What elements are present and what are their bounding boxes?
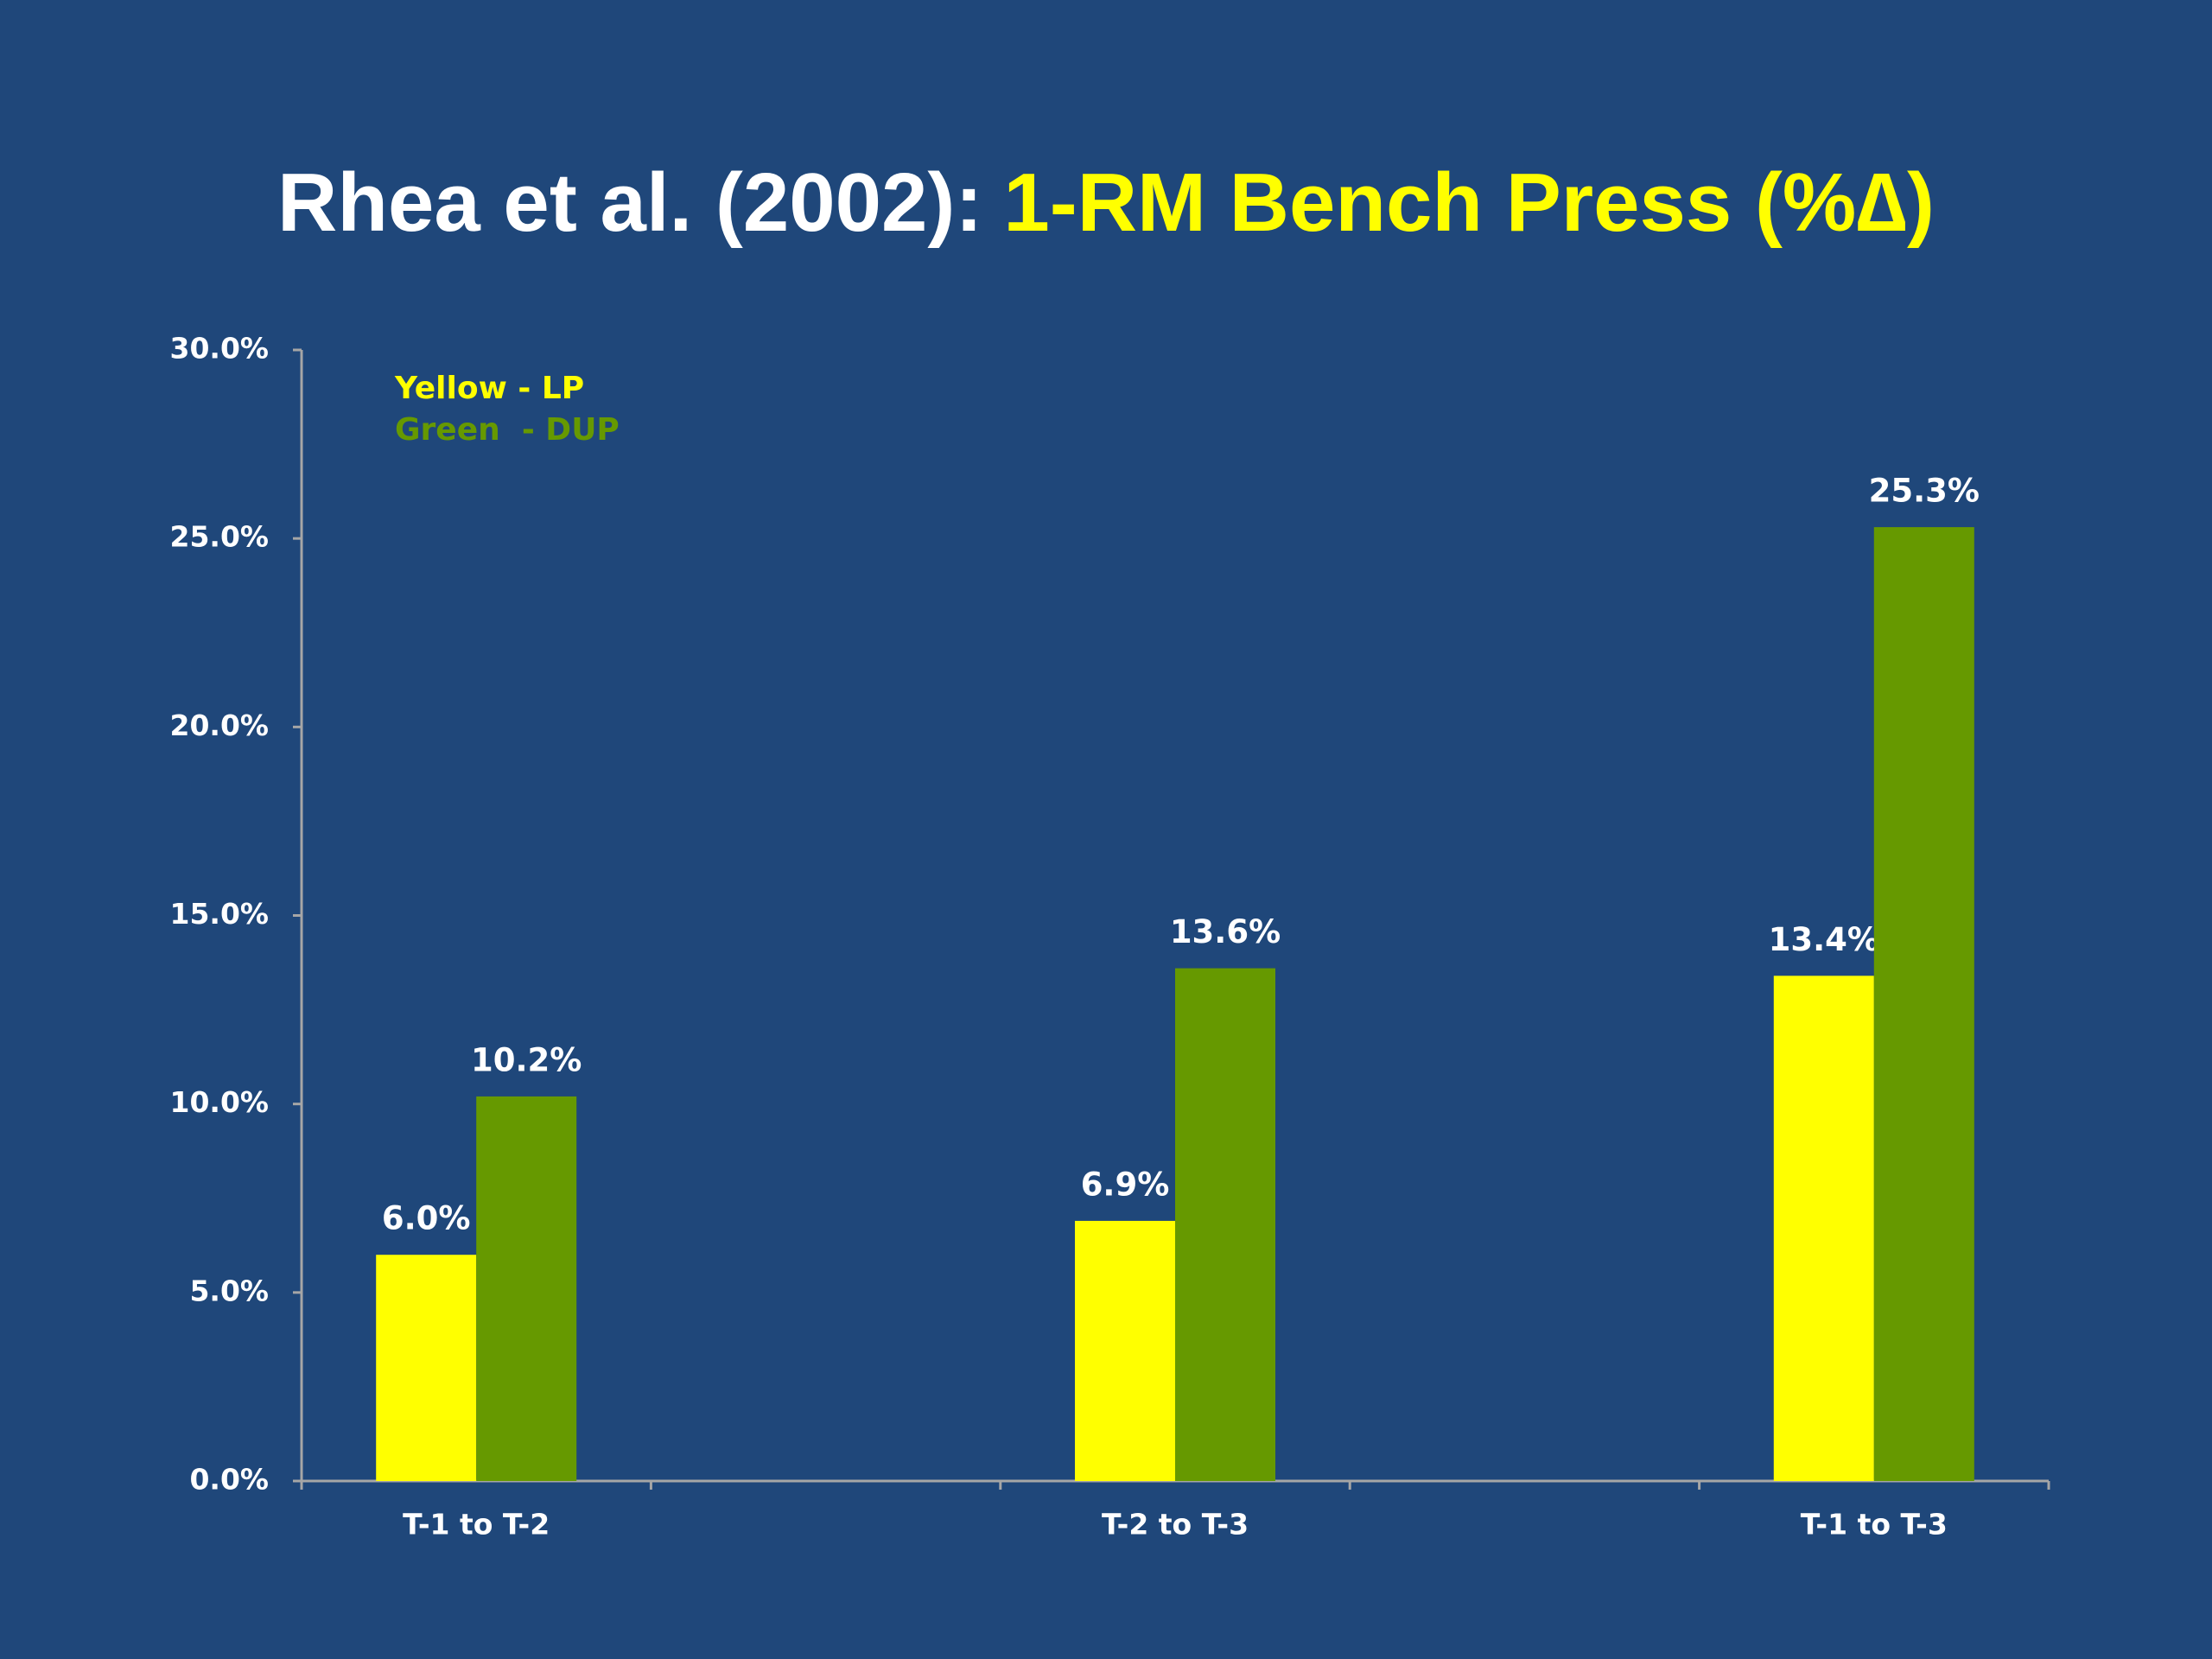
value-label: 10.2% [471, 1041, 582, 1078]
x-tick-label: T-2 to T-3 [1102, 1508, 1249, 1541]
title-part: Rhea et al. (2002): [277, 156, 982, 249]
bar [376, 1255, 477, 1481]
y-tick-label: 30.0% [170, 332, 270, 365]
value-label: 13.6% [1170, 913, 1281, 950]
bar [476, 1096, 577, 1481]
x-tick-label: T-1 to T-2 [403, 1508, 550, 1541]
chart-title: Rhea et al. (2002): 1-RM Bench Press (%∆) [277, 156, 1935, 249]
y-tick-label: 15.0% [170, 897, 270, 931]
y-tick-label: 0.0% [189, 1463, 269, 1497]
bar [1175, 968, 1275, 1481]
bar [1075, 1220, 1175, 1481]
legend-label: Green - DUP [395, 412, 620, 448]
y-tick-label: 25.0% [170, 520, 270, 554]
y-tick-label: 10.0% [170, 1085, 270, 1119]
bar [1773, 976, 1874, 1481]
value-label: 6.0% [382, 1200, 471, 1237]
x-tick-label: T-1 to T-3 [1801, 1508, 1948, 1541]
legend-label: Yellow - LP [394, 371, 584, 406]
y-tick-label: 20.0% [170, 709, 270, 742]
y-tick-label: 5.0% [189, 1274, 269, 1307]
title-part: 1-RM Bench Press (%∆) [1003, 156, 1935, 249]
value-label: 13.4% [1769, 921, 1879, 958]
bar [1873, 527, 1974, 1481]
value-label: 25.3% [1869, 473, 1980, 510]
value-label: 6.9% [1081, 1166, 1170, 1203]
